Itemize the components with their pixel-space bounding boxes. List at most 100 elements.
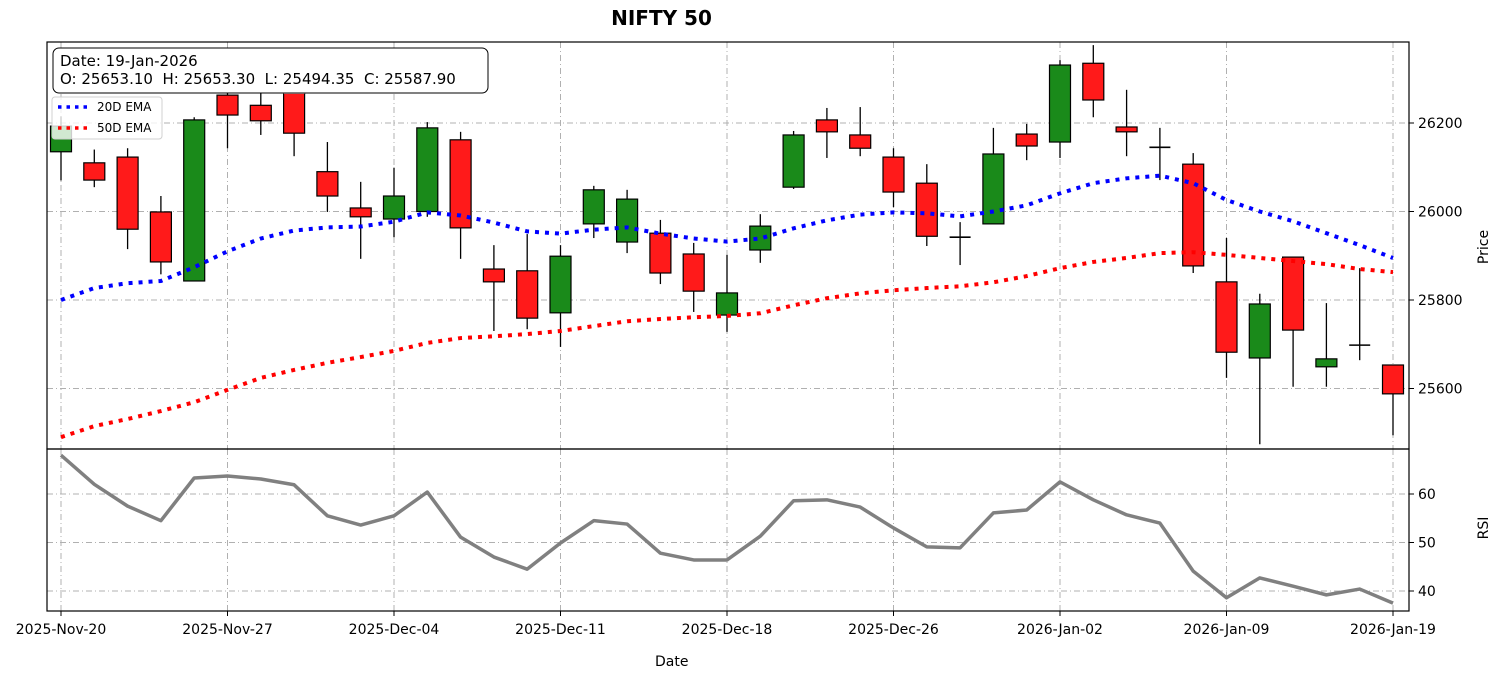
candle — [949, 222, 971, 266]
candle-body-up — [982, 153, 1005, 225]
price-grid — [47, 42, 1409, 449]
x-tick-label: 2025-Nov-27 — [182, 622, 273, 638]
candle — [1048, 60, 1072, 158]
candle — [482, 245, 505, 331]
candle-body-down — [149, 211, 172, 263]
candle-body-up — [382, 195, 406, 220]
candle-body-down — [116, 156, 139, 230]
candle-body-down — [482, 268, 505, 283]
candle — [582, 185, 605, 239]
candle — [1315, 303, 1338, 387]
candle — [1115, 89, 1138, 157]
candle-body-down — [1115, 126, 1138, 133]
price-tick-label: 26200 — [1418, 116, 1463, 132]
candle — [83, 149, 106, 188]
price-tick-label: 25800 — [1418, 293, 1463, 309]
ema-lines — [60, 173, 1394, 440]
candle — [1082, 45, 1105, 118]
x-tick-label: 2026-Jan-09 — [1184, 622, 1270, 638]
candle-body-up — [615, 198, 639, 243]
x-tick-label: 2025-Nov-20 — [16, 622, 107, 638]
ema50-line — [60, 250, 1394, 440]
candle — [849, 107, 872, 157]
candle-body-down — [649, 232, 672, 274]
legend: 20D EMA 50D EMA — [51, 96, 163, 140]
legend-ema50-label: 50D EMA — [97, 121, 152, 135]
candle — [1149, 127, 1171, 181]
info-box-frame — [52, 47, 489, 94]
candle-body-down — [1182, 163, 1205, 267]
candle — [749, 214, 772, 263]
candle — [815, 107, 839, 158]
candle-body-down — [216, 94, 239, 116]
rsi-series-line — [59, 453, 1394, 605]
candle-body-up — [749, 225, 772, 251]
candle — [782, 130, 805, 189]
candle — [1182, 153, 1205, 274]
candle-body-down — [316, 171, 339, 197]
candle-body-down — [516, 270, 539, 319]
candle — [615, 189, 639, 254]
candle-body-down — [882, 156, 905, 193]
rsi-panel-frame — [46, 448, 1410, 612]
candle — [982, 127, 1005, 225]
candle — [449, 131, 472, 259]
candle-body-down — [83, 162, 106, 181]
candle-body-down — [815, 119, 839, 133]
candle — [1015, 123, 1038, 161]
candle — [183, 117, 206, 282]
price-axis-label: Price — [1476, 230, 1492, 264]
candle-body-down — [849, 134, 872, 149]
candle — [1281, 256, 1305, 387]
candle — [1215, 238, 1238, 378]
rsi-tick-label: 60 — [1418, 487, 1436, 503]
price-panel-frame — [46, 41, 1410, 450]
y-axis-ticks: 25600 25800 26000 26200 40 50 60 — [1409, 116, 1463, 600]
x-tick-label: 2025-Dec-18 — [682, 622, 773, 638]
candle-body-down — [1082, 62, 1105, 101]
info-ohlc: O: 25653.10 H: 25653.30 L: 25494.35 C: 2… — [60, 70, 456, 88]
candle — [649, 219, 672, 285]
candle-body-up — [549, 255, 572, 314]
candle-body-down — [915, 182, 938, 237]
x-tick-label: 2025-Dec-26 — [848, 622, 939, 638]
x-tick-label: 2025-Dec-04 — [349, 622, 440, 638]
legend-ema20-label: 20D EMA — [97, 100, 152, 114]
rsi-line — [59, 453, 1394, 605]
candle-body-down — [349, 207, 372, 218]
x-axis-ticks: 2025-Nov-20 2025-Nov-27 2025-Dec-04 2025-De… — [16, 611, 1436, 638]
axes-frames — [46, 41, 1410, 612]
candle-body-down — [682, 253, 705, 292]
rsi-tick-label: 50 — [1418, 536, 1436, 552]
candle — [249, 85, 272, 135]
candle — [116, 148, 139, 250]
candle-body-down — [449, 139, 472, 229]
candle-body-up — [582, 189, 605, 225]
candle-body-up — [1315, 358, 1338, 368]
candle — [549, 245, 572, 347]
candle — [882, 148, 905, 208]
chart-title: NIFTY 50 — [611, 6, 712, 30]
x-tick-label: 2026-Jan-02 — [1017, 622, 1103, 638]
candle-body-up — [715, 292, 739, 316]
x-tick-label: 2025-Dec-11 — [515, 622, 606, 638]
candle — [516, 234, 539, 330]
candle — [915, 164, 938, 247]
candle — [1381, 364, 1405, 436]
candle-body-down — [1015, 133, 1038, 147]
rsi-axis-label: RSI — [1476, 517, 1492, 540]
ema20-line — [60, 173, 1394, 302]
x-tick-label: 2026-Jan-19 — [1350, 622, 1436, 638]
ohlc-info-box: Date: 19-Jan-2026 O: 25653.10 H: 25653.3… — [52, 47, 489, 94]
candle — [1248, 293, 1271, 445]
candle-body-down — [1215, 281, 1238, 353]
price-tick-label: 26000 — [1418, 205, 1463, 221]
price-tick-label: 25600 — [1418, 382, 1463, 398]
candle — [715, 254, 739, 332]
candle-body-up — [183, 119, 206, 282]
candle — [1349, 268, 1371, 361]
candle — [682, 242, 705, 312]
x-axis-label: Date — [655, 654, 688, 670]
candle-body-up — [1048, 64, 1072, 143]
candle-body-up — [1248, 303, 1271, 359]
